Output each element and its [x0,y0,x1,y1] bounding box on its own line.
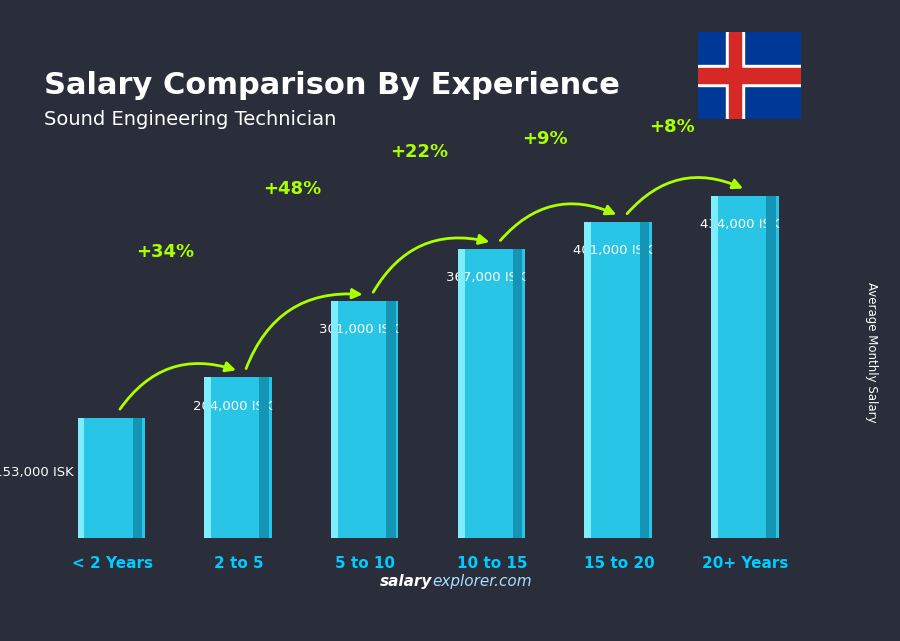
Bar [713,196,778,538]
Text: 10 to 15: 10 to 15 [457,556,527,570]
Bar [132,418,142,538]
Bar [204,378,212,538]
Bar [458,249,464,538]
Text: 367,000 ISK: 367,000 ISK [446,271,526,284]
Bar [729,32,741,119]
Bar [726,32,743,119]
Text: 15 to 20: 15 to 20 [583,556,654,570]
Bar [698,65,801,86]
Bar [259,378,269,538]
Bar [459,249,525,538]
Text: 301,000 ISK: 301,000 ISK [320,323,399,336]
Bar [586,222,652,538]
Bar [386,301,396,538]
Text: Average Monthly Salary: Average Monthly Salary [865,282,878,423]
Text: 401,000 ISK: 401,000 ISK [572,244,652,257]
Text: 434,000 ISK: 434,000 ISK [699,218,779,231]
Text: +34%: +34% [136,243,194,261]
Bar [79,418,145,538]
Text: 20+ Years: 20+ Years [702,556,788,570]
Bar [698,68,801,83]
Text: +48%: +48% [263,180,321,199]
Text: Sound Engineering Technician: Sound Engineering Technician [44,110,337,129]
Text: Salary Comparison By Experience: Salary Comparison By Experience [44,71,620,100]
Bar [331,301,338,538]
Text: 2 to 5: 2 to 5 [214,556,264,570]
Text: < 2 Years: < 2 Years [71,556,152,570]
Bar [711,196,718,538]
Text: salary: salary [380,574,432,588]
Text: 204,000 ISK: 204,000 ISK [193,399,272,413]
Bar [206,378,272,538]
Text: +8%: +8% [649,118,695,136]
Text: 153,000 ISK: 153,000 ISK [0,465,74,479]
Bar [640,222,649,538]
Text: +22%: +22% [390,142,448,160]
Text: 5 to 10: 5 to 10 [336,556,395,570]
Bar [77,418,85,538]
Bar [332,301,399,538]
Text: +9%: +9% [523,130,568,148]
Bar [584,222,591,538]
Bar [766,196,776,538]
Text: explorer.com: explorer.com [432,574,532,588]
Bar [513,249,522,538]
